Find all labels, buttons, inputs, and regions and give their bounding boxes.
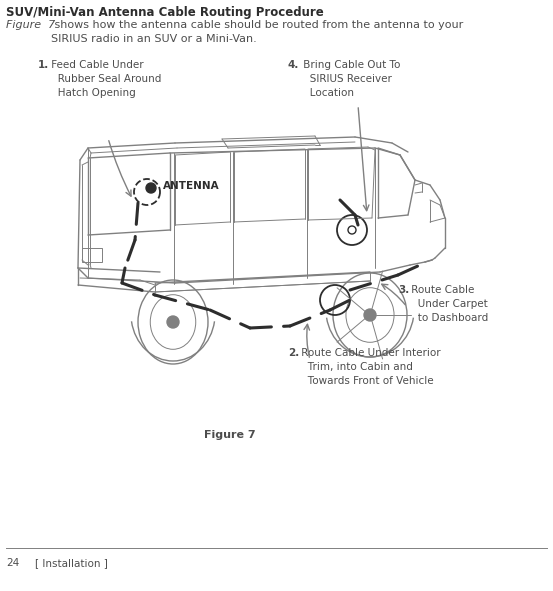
Text: Route Cable Under Interior
   Trim, into Cabin and
   Towards Front of Vehicle: Route Cable Under Interior Trim, into Ca… [298,348,441,386]
Text: Feed Cable Under
   Rubber Seal Around
   Hatch Opening: Feed Cable Under Rubber Seal Around Hatc… [48,60,161,98]
Text: [ Installation ]: [ Installation ] [35,558,108,568]
Text: 1.: 1. [38,60,49,70]
Text: Bring Cable Out To
   SIRIUS Receiver
   Location: Bring Cable Out To SIRIUS Receiver Locat… [300,60,400,98]
Text: 4.: 4. [288,60,299,70]
Text: 2.: 2. [288,348,299,358]
Text: 24: 24 [6,558,19,568]
Text: SUV/Mini-Van Antenna Cable Routing Procedure: SUV/Mini-Van Antenna Cable Routing Proce… [6,6,324,19]
Text: Figure  7: Figure 7 [6,20,55,30]
Text: Route Cable
   Under Carpet
   to Dashboard: Route Cable Under Carpet to Dashboard [408,285,488,323]
Circle shape [167,316,179,328]
Circle shape [364,309,376,321]
Text: Figure 7: Figure 7 [204,430,256,440]
Text: ANTENNA: ANTENNA [163,181,220,191]
Text: 3.: 3. [398,285,409,295]
Text: shows how the antenna cable should be routed from the antenna to your
SIRIUS rad: shows how the antenna cable should be ro… [51,20,463,44]
Circle shape [146,183,156,193]
